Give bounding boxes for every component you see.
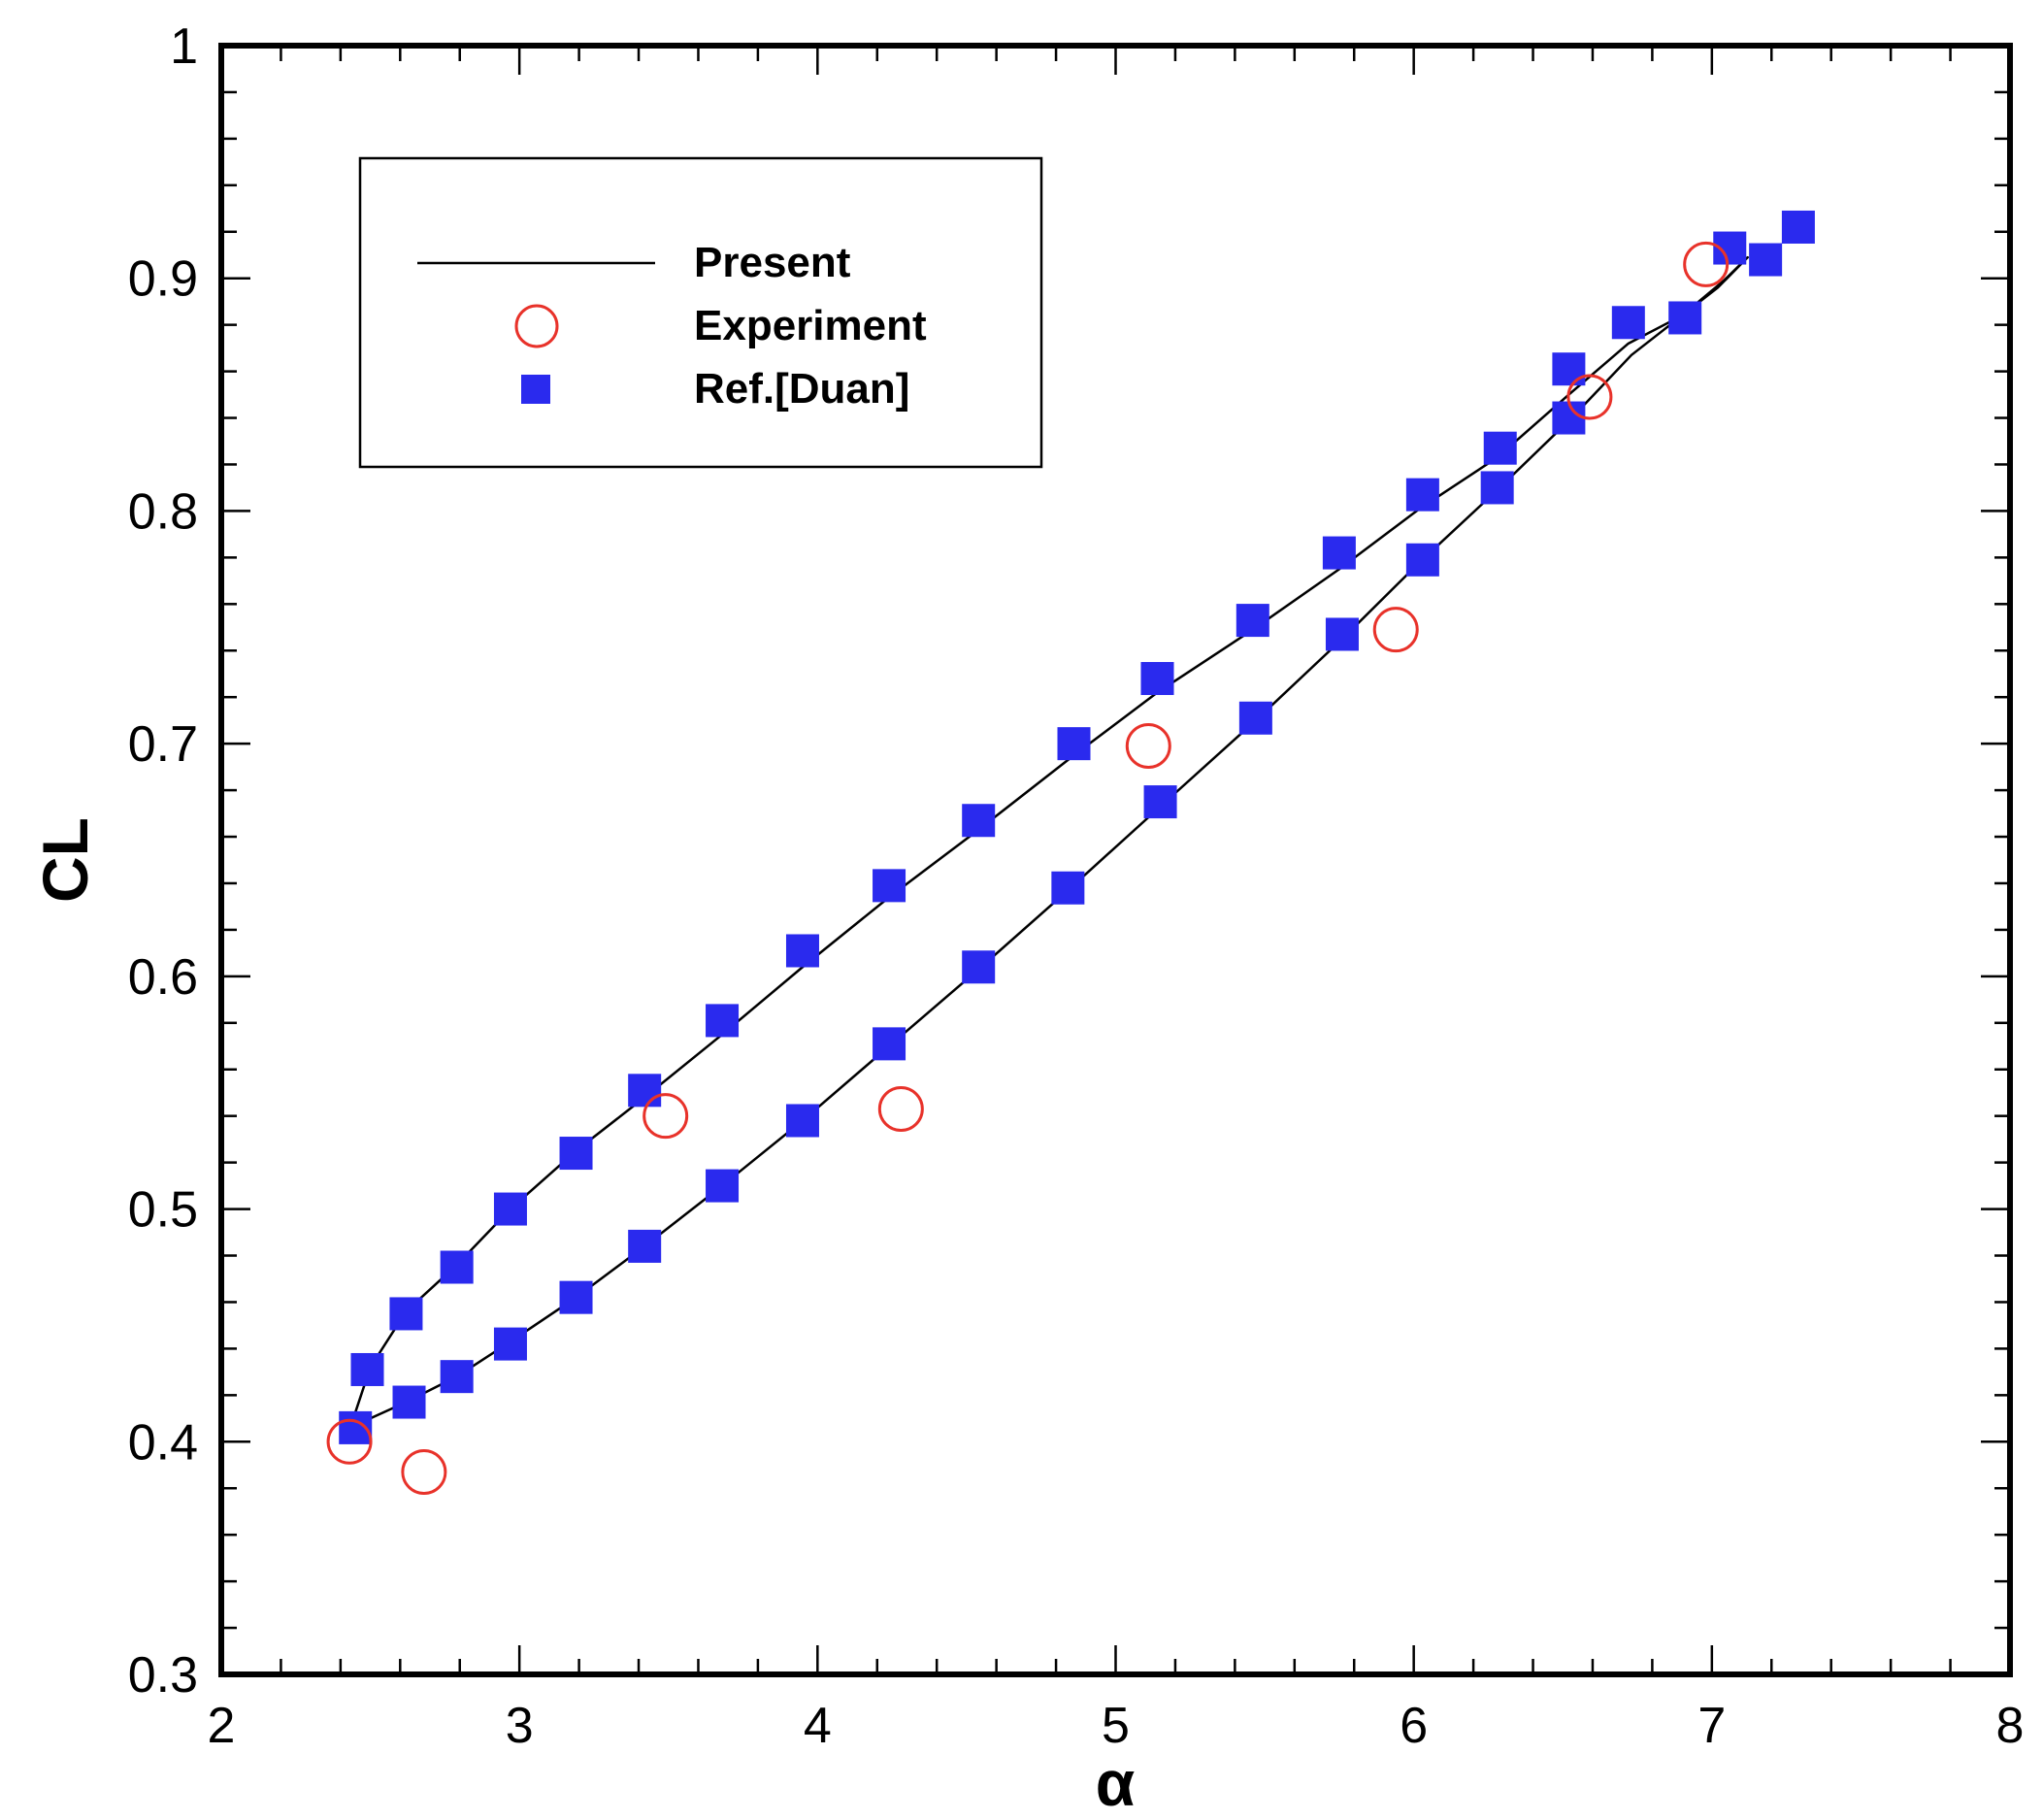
point-ref-duan: [389, 1297, 423, 1331]
point-ref-duan: [1236, 604, 1269, 638]
point-ref-duan: [392, 1385, 426, 1419]
point-experiment: [1566, 374, 1613, 420]
series-layer: [326, 210, 1815, 1495]
point-ref-duan: [1781, 210, 1815, 244]
point-ref-duan: [1057, 727, 1091, 761]
y-tick-label: 0.7: [128, 716, 198, 773]
point-ref-duan: [785, 1104, 819, 1138]
x-tick-label: 7: [1697, 1698, 1726, 1754]
legend-box: [358, 156, 1043, 469]
point-ref-duan: [1143, 785, 1177, 819]
point-experiment: [877, 1085, 924, 1132]
point-ref-duan: [350, 1352, 384, 1386]
point-ref-duan: [1051, 871, 1085, 905]
legend-label-ref-duan: Ref.[Duan]: [694, 365, 909, 413]
point-ref-duan: [962, 950, 996, 984]
y-tick-label: 0.8: [128, 483, 198, 540]
point-ref-duan: [873, 869, 906, 903]
point-ref-duan: [559, 1280, 593, 1314]
point-experiment: [1683, 241, 1730, 287]
legend-label-experiment: Experiment: [694, 302, 927, 349]
point-ref-duan: [1668, 301, 1702, 335]
point-ref-duan: [1749, 243, 1783, 277]
point-ref-duan: [1611, 306, 1645, 340]
point-ref-duan: [706, 1169, 740, 1203]
x-tick-label: 4: [804, 1698, 832, 1754]
point-ref-duan: [493, 1192, 527, 1226]
point-ref-duan: [706, 1004, 740, 1038]
point-experiment: [401, 1448, 447, 1495]
point-ref-duan: [440, 1360, 474, 1394]
y-tick-label: 0.9: [128, 251, 198, 308]
y-tick-label: 1: [170, 18, 198, 75]
x-axis-title: α: [1096, 1747, 1136, 1819]
y-tick-label: 0.5: [128, 1182, 198, 1239]
point-ref-duan: [1325, 617, 1359, 651]
point-ref-duan: [559, 1137, 593, 1171]
point-ref-duan: [1405, 543, 1439, 577]
point-ref-duan: [785, 934, 819, 968]
x-tick-label: 6: [1400, 1698, 1428, 1754]
legend-marker-experiment: [514, 304, 559, 348]
point-ref-duan: [962, 804, 996, 838]
x-tick-label: 2: [208, 1698, 236, 1754]
plot-frame: [218, 43, 2013, 1677]
point-ref-duan: [1238, 701, 1272, 735]
point-ref-duan: [873, 1027, 906, 1061]
point-ref-duan: [493, 1327, 527, 1361]
point-ref-duan: [1552, 352, 1586, 386]
x-tick-label: 8: [1996, 1698, 2025, 1754]
y-tick-label: 0.3: [128, 1647, 198, 1704]
legend-label-present: Present: [694, 239, 851, 286]
point-experiment: [326, 1418, 373, 1465]
legend: Present Experiment Ref.[Duan]: [358, 156, 1043, 469]
point-experiment: [643, 1093, 689, 1140]
point-ref-duan: [628, 1074, 662, 1108]
y-tick-label: 0.4: [128, 1414, 198, 1471]
x-tick-label: 3: [506, 1698, 534, 1754]
y-axis-title: CL: [29, 817, 101, 903]
point-ref-duan: [1140, 662, 1174, 696]
point-ref-duan: [1552, 401, 1586, 435]
y-tick-label: 0.6: [128, 949, 198, 1006]
point-ref-duan: [1483, 431, 1517, 465]
point-ref-duan: [1322, 536, 1356, 570]
point-ref-duan: [1405, 478, 1439, 512]
x-tick-label: 5: [1102, 1698, 1130, 1754]
point-ref-duan: [1480, 471, 1514, 505]
legend-marker-ref-duan: [521, 375, 550, 404]
axis-labels: 2 3 4 5 6 7 8 0.3 0.4 0.5 0.6 0.7 0.8 0.9 1: [128, 18, 2025, 1754]
point-experiment: [1125, 723, 1171, 770]
point-ref-duan: [440, 1250, 474, 1284]
point-experiment: [1372, 607, 1419, 653]
point-ref-duan: [628, 1229, 662, 1263]
